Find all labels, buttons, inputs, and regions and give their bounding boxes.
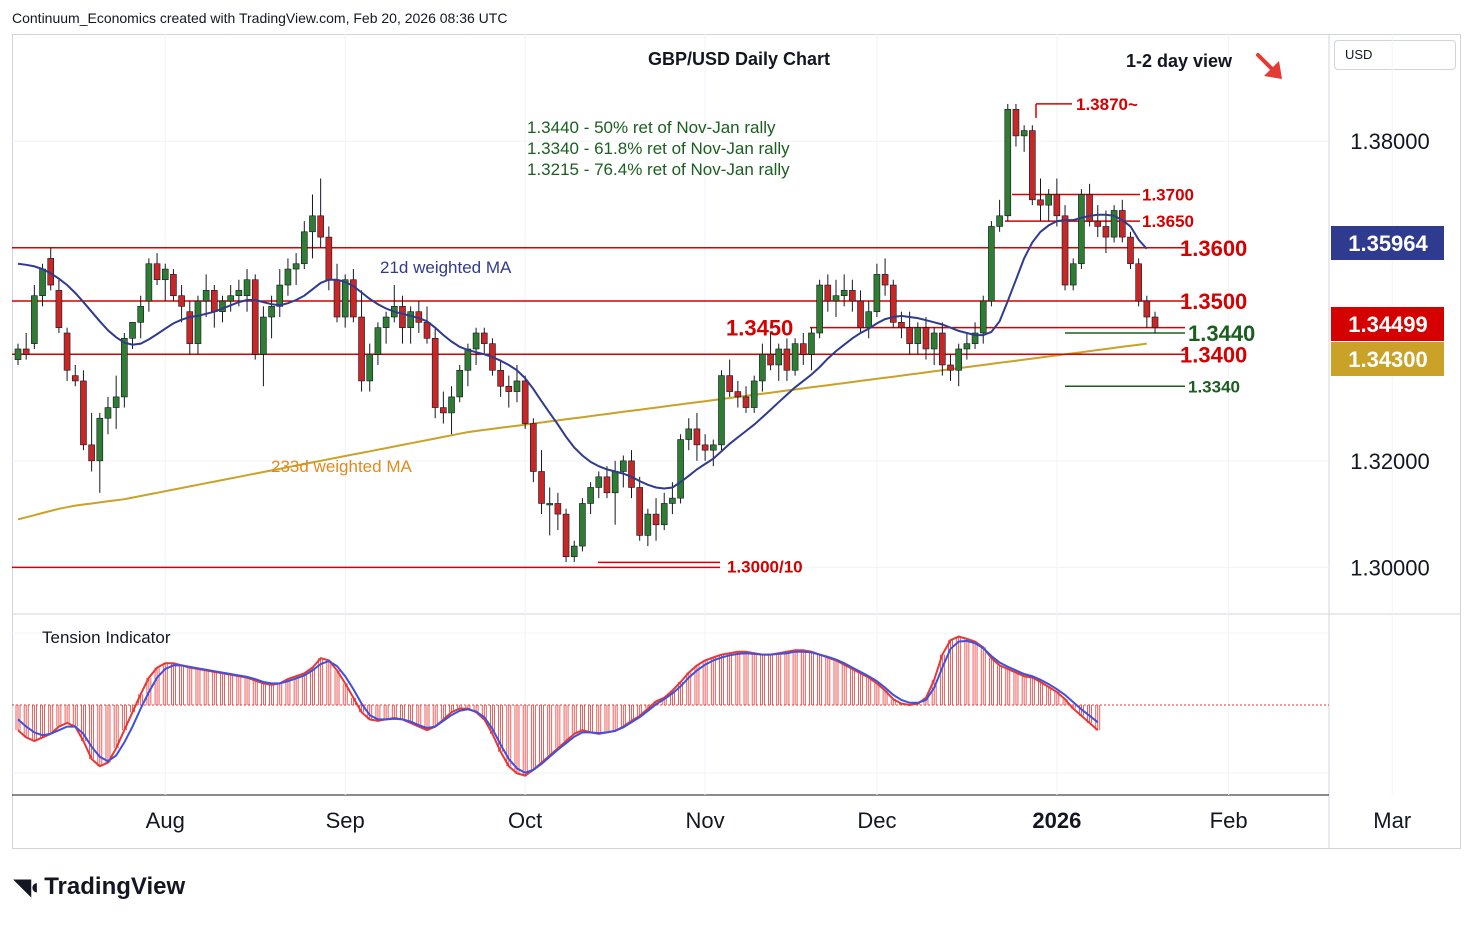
tradingview-logo-text: TradingView: [44, 873, 186, 900]
chart-attribution: Continuum_Economics created with Trading…: [12, 10, 508, 26]
tradingview-logo: ◥◖ TradingView: [14, 873, 185, 901]
tradingview-logo-icon: ◥◖: [14, 874, 41, 899]
currency-selector[interactable]: USD: [1334, 40, 1456, 70]
chart-frame: [12, 34, 1461, 849]
